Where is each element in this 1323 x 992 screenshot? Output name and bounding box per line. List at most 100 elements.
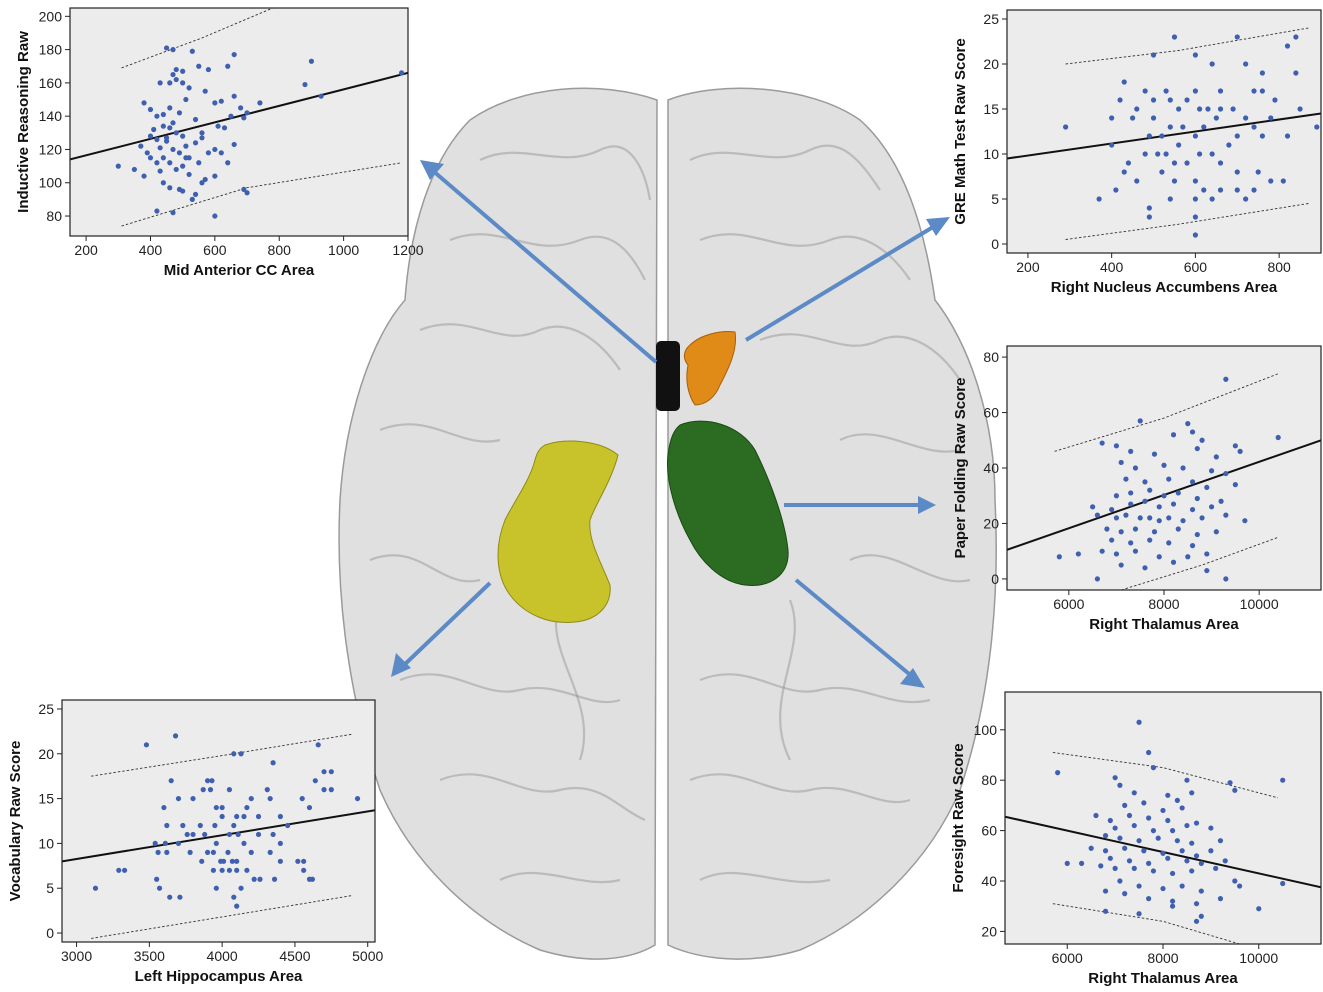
data-point xyxy=(248,849,254,855)
data-point xyxy=(204,778,211,784)
data-point xyxy=(170,210,176,216)
data-point xyxy=(1170,559,1177,565)
data-point xyxy=(1209,61,1215,67)
data-point xyxy=(1297,106,1303,112)
data-point xyxy=(1147,515,1153,521)
data-point xyxy=(1146,214,1152,220)
data-point xyxy=(1213,115,1219,121)
arrowhead-icon xyxy=(926,217,950,236)
data-point xyxy=(138,143,144,149)
data-point xyxy=(244,110,250,116)
data-point xyxy=(160,111,166,118)
data-point xyxy=(1194,495,1200,502)
data-point xyxy=(1160,885,1166,892)
data-point xyxy=(167,80,173,86)
data-point xyxy=(231,822,237,829)
data-point xyxy=(1102,888,1109,894)
y-tick-label: 120 xyxy=(39,141,63,157)
data-point xyxy=(1201,187,1207,193)
data-point xyxy=(1175,490,1181,496)
data-point xyxy=(144,150,150,156)
data-point xyxy=(328,769,334,775)
data-point xyxy=(229,858,235,864)
data-point xyxy=(255,813,262,820)
data-point xyxy=(147,133,154,139)
data-point xyxy=(1223,576,1229,582)
data-point xyxy=(1189,543,1196,549)
data-point xyxy=(1293,70,1299,76)
data-point xyxy=(212,822,218,829)
data-point xyxy=(1131,790,1137,796)
data-point xyxy=(277,840,283,847)
data-point xyxy=(1151,529,1158,535)
data-point xyxy=(1217,88,1224,94)
plot-frame xyxy=(1006,9,1322,254)
data-point xyxy=(226,787,233,793)
data-point xyxy=(398,70,405,76)
data-point xyxy=(1132,526,1139,532)
data-point xyxy=(1156,554,1162,560)
data-point xyxy=(270,831,276,838)
data-point xyxy=(1150,868,1157,874)
x-axis-label: Left Hippocampus Area xyxy=(135,968,303,985)
x-tick-label: 600 xyxy=(1184,259,1208,275)
data-point xyxy=(1142,498,1148,504)
x-tick-label: 8000 xyxy=(1148,596,1179,612)
data-point xyxy=(122,867,128,873)
data-point xyxy=(1192,52,1198,58)
data-point xyxy=(1156,518,1162,524)
data-point xyxy=(1193,853,1200,859)
data-point xyxy=(210,867,217,873)
lower-prediction-interval xyxy=(91,894,354,939)
data-point xyxy=(1193,918,1200,924)
data-point xyxy=(1209,196,1215,202)
data-point xyxy=(225,63,231,69)
data-point xyxy=(213,840,219,847)
data-point xyxy=(1113,551,1120,557)
data-point xyxy=(141,173,147,179)
data-point xyxy=(1193,820,1200,826)
data-point xyxy=(1255,169,1261,175)
data-point xyxy=(183,155,189,161)
data-point xyxy=(172,733,179,739)
data-point xyxy=(1099,548,1105,554)
data-point xyxy=(1134,178,1140,184)
x-tick-label: 800 xyxy=(268,242,292,258)
data-point xyxy=(295,858,301,864)
data-point xyxy=(1128,448,1134,454)
data-point xyxy=(1208,468,1215,474)
data-point xyxy=(228,113,234,119)
data-point xyxy=(308,58,315,64)
data-point xyxy=(1256,906,1262,912)
data-point xyxy=(1122,891,1128,897)
y-tick-label: 20 xyxy=(981,923,997,939)
data-point xyxy=(192,191,199,197)
data-point xyxy=(1213,529,1219,535)
data-point xyxy=(190,831,196,838)
data-point xyxy=(1136,911,1142,917)
data-point xyxy=(1113,515,1120,521)
data-point xyxy=(1227,780,1233,786)
plot-frame xyxy=(61,699,376,943)
data-point xyxy=(1174,838,1180,844)
data-point xyxy=(354,795,361,802)
y-tick-label: 80 xyxy=(981,772,997,788)
data-point xyxy=(92,885,99,891)
data-point xyxy=(1259,88,1265,94)
data-point xyxy=(1150,828,1157,834)
data-point xyxy=(163,45,170,51)
y-tick-label: 10 xyxy=(983,146,999,162)
y-tick-label: 15 xyxy=(983,101,999,117)
plot-marks xyxy=(70,8,408,227)
data-point xyxy=(1161,462,1167,468)
data-point xyxy=(248,795,254,802)
data-point xyxy=(1165,792,1171,798)
scatterplot-gre-math: 200 400 600 800 0 5 10 15 20 25 Right Nucleus Accu… xyxy=(952,9,1322,296)
data-point xyxy=(234,867,240,873)
data-point xyxy=(1268,115,1274,121)
data-point xyxy=(267,849,273,855)
y-tick-label: 80 xyxy=(46,208,62,224)
data-point xyxy=(1284,43,1291,49)
data-point xyxy=(154,208,160,214)
data-point xyxy=(1280,777,1286,783)
